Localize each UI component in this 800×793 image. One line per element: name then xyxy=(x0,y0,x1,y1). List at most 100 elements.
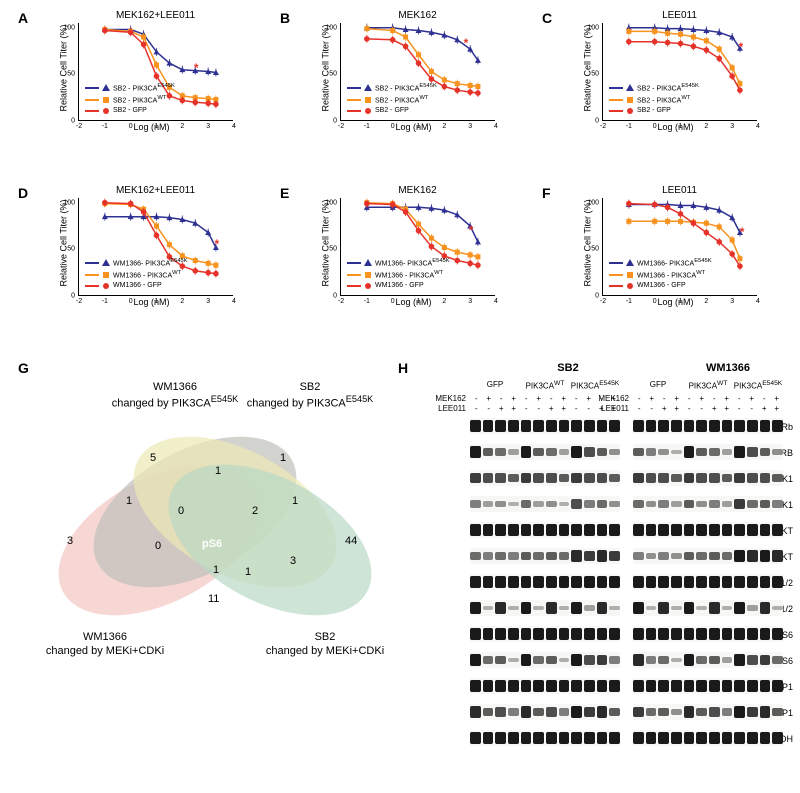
wb-sign: - xyxy=(658,394,671,403)
wb-band-row xyxy=(633,522,783,538)
wb-band xyxy=(671,628,682,640)
wb-band xyxy=(521,628,532,640)
wb-band xyxy=(470,628,481,640)
wb-treat-label: MEK162 xyxy=(408,394,466,403)
wb-cond: PIK3CAWT xyxy=(683,380,733,391)
wb-band xyxy=(533,628,544,640)
wb-band xyxy=(747,707,758,717)
wb-cond: PIK3CAE545K xyxy=(733,380,783,391)
wb-sign: - xyxy=(470,394,483,403)
wb-band xyxy=(772,449,783,455)
wb-band xyxy=(671,450,682,455)
wb-band xyxy=(658,628,669,640)
wb-cond: PIK3CAWT xyxy=(520,380,570,391)
wb-band xyxy=(533,680,544,692)
wb-band xyxy=(470,576,481,588)
wb-band xyxy=(709,656,720,665)
wb-sign: + xyxy=(696,394,709,403)
wb-band xyxy=(760,473,771,483)
wb-band xyxy=(734,499,745,509)
wb-band xyxy=(709,448,720,456)
wb-band xyxy=(722,606,733,611)
wb-band xyxy=(633,448,644,457)
wb-band xyxy=(696,680,707,692)
wb-sign: - xyxy=(470,404,483,413)
wb-band xyxy=(559,552,570,560)
wb-band xyxy=(533,576,544,588)
wb-band xyxy=(633,473,644,483)
wb-band xyxy=(772,474,783,483)
wb-sign: - xyxy=(545,394,558,403)
wb-band xyxy=(546,473,557,483)
wb-band xyxy=(483,708,494,717)
wb-sign: - xyxy=(733,394,746,403)
wb-band xyxy=(521,732,532,744)
wb-band xyxy=(734,550,745,562)
wb-band xyxy=(521,524,532,536)
wb-band xyxy=(696,473,707,483)
wb-band xyxy=(671,501,682,507)
wb-band xyxy=(658,656,669,664)
wb-band xyxy=(571,524,582,536)
wb-band xyxy=(734,602,745,614)
wb-band xyxy=(609,680,620,692)
wb-band xyxy=(772,524,783,536)
wb-band xyxy=(734,473,745,483)
wb-band xyxy=(734,576,745,588)
wb-sign: - xyxy=(758,394,771,403)
wb-band xyxy=(722,501,733,507)
wb-band xyxy=(546,732,557,744)
wb-band-row xyxy=(633,704,783,720)
wb-band xyxy=(546,448,557,456)
venn-n-pyg: 1 xyxy=(245,566,251,578)
wb-band xyxy=(597,680,608,692)
wb-band xyxy=(495,707,506,717)
wb-band-row xyxy=(470,652,620,668)
wb-sign: - xyxy=(520,404,533,413)
wb-band xyxy=(546,602,557,613)
wb-band xyxy=(684,732,695,744)
wb-band-row xyxy=(470,704,620,720)
wb-band xyxy=(709,680,720,692)
wb-band xyxy=(483,524,494,536)
wb-band xyxy=(584,524,595,536)
wb-band xyxy=(571,576,582,588)
wb-sign: - xyxy=(683,394,696,403)
wb-band xyxy=(546,524,557,536)
wb-band xyxy=(559,474,570,483)
wb-band xyxy=(559,524,570,536)
wb-cond: PIK3CAE545K xyxy=(570,380,620,391)
wb-band xyxy=(495,602,506,613)
wb-band xyxy=(483,501,494,507)
wb-band xyxy=(747,524,758,536)
wb-band xyxy=(546,680,557,692)
wb-band-row xyxy=(470,444,620,460)
wb-band xyxy=(609,628,620,640)
wb-band xyxy=(470,552,481,560)
panel-label-e: E xyxy=(280,185,289,201)
wb-band xyxy=(709,552,720,561)
wb-band xyxy=(684,576,695,588)
wb-band xyxy=(772,500,783,507)
wb-band xyxy=(696,708,707,717)
wb-band xyxy=(508,658,519,663)
wb-band xyxy=(483,576,494,588)
venn-n-pink: 3 xyxy=(67,535,73,547)
wb-band xyxy=(609,606,620,611)
wb-band-row xyxy=(470,600,620,616)
venn-n-yg: 1 xyxy=(292,495,298,507)
wb-band xyxy=(521,446,532,458)
wb-band xyxy=(609,501,620,507)
wb-band xyxy=(671,709,682,715)
wb-band xyxy=(646,524,657,536)
wb-band xyxy=(508,708,519,715)
wb-sign: - xyxy=(633,394,646,403)
wb-header-wm1366: WM1366 xyxy=(653,362,800,374)
wb-band xyxy=(495,448,506,456)
wb-band xyxy=(696,732,707,744)
wb-band-row xyxy=(633,678,783,694)
wb-band xyxy=(633,552,644,559)
wb-band xyxy=(760,448,771,457)
wb-band xyxy=(760,732,771,744)
wb-band xyxy=(508,474,519,483)
